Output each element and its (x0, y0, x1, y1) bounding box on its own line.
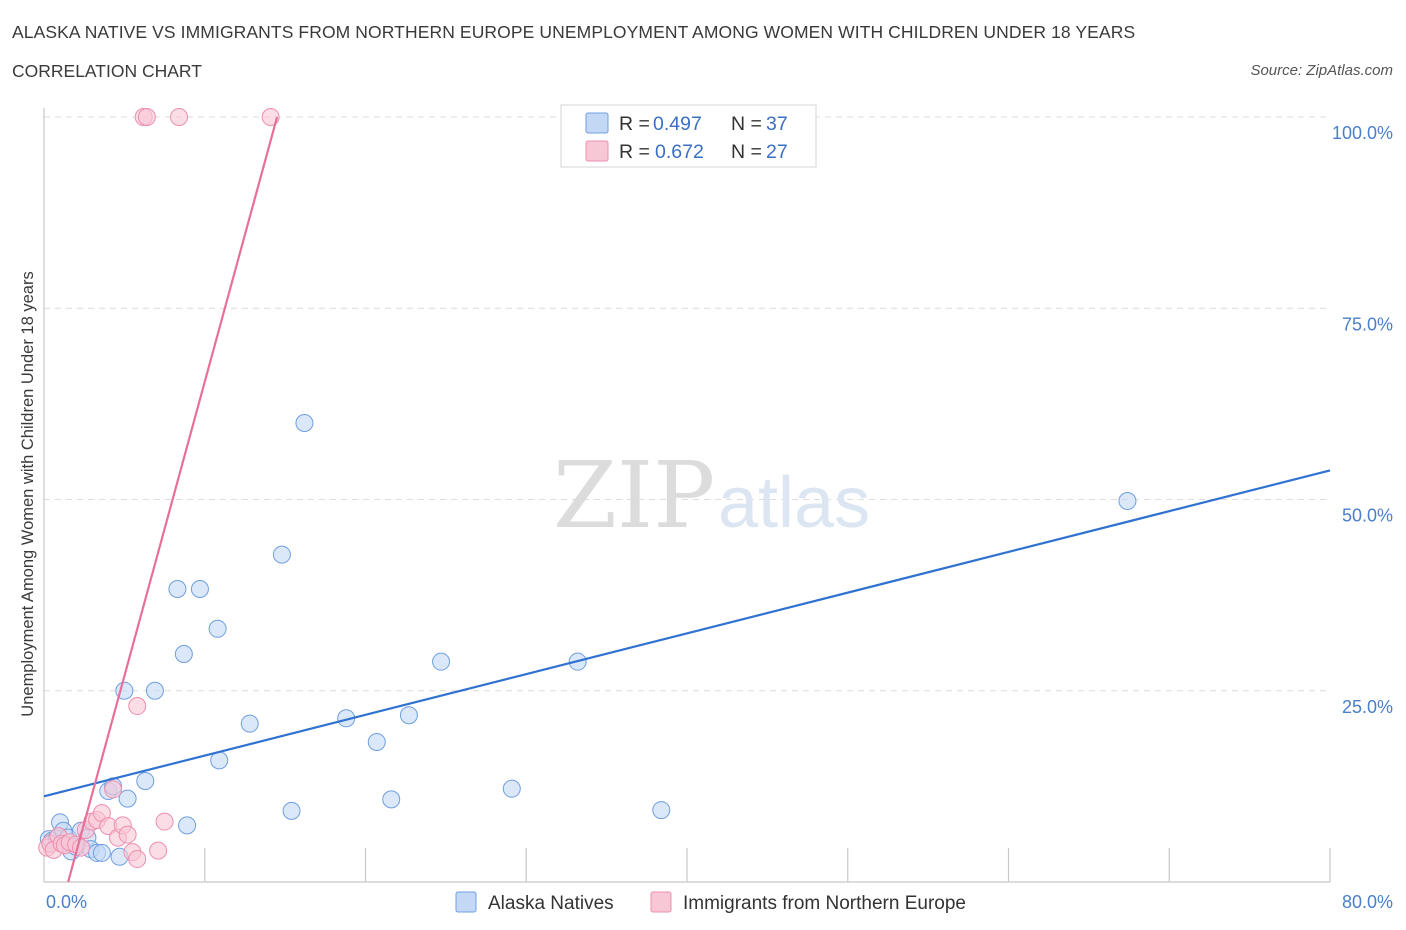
legend-r-label-1: R = (619, 113, 650, 135)
legend-r-label-2: R = (619, 141, 650, 163)
legend-swatch-alaska (585, 112, 609, 134)
y-axis-label: Unemployment Among Women with Children U… (19, 271, 37, 716)
alaska-point-32 (382, 790, 401, 809)
y-tick-label-50: 50.0% (1342, 506, 1393, 526)
immigrant-point-24 (155, 812, 174, 831)
alaska-point-27 (272, 545, 291, 564)
trend-lines (43, 116, 1331, 883)
watermark-zip: ZIP (553, 442, 715, 549)
immigrant-point-25 (170, 108, 189, 126)
source-credit: Source: ZipAtlas.com (1250, 62, 1393, 79)
alaska-point-38 (1118, 492, 1137, 511)
series-legend: Alaska Natives Immigrants from Northern … (455, 891, 966, 914)
alaska-point-29 (295, 414, 314, 432)
y-tick-label-100: 100.0% (1332, 123, 1393, 143)
alaska-point-31 (367, 733, 386, 752)
alaska-point-24 (208, 619, 227, 638)
bottom-legend-label-alaska: Alaska Natives (488, 893, 614, 914)
alaska-point-28 (282, 801, 301, 820)
legend-n-label-1: N = (731, 113, 762, 135)
x-tick-label-left: 0.0% (46, 892, 87, 912)
chart-subtitle: CORRELATION CHART (12, 61, 202, 81)
watermark-atlas: atlas (718, 463, 870, 543)
immigrant-point-14 (104, 780, 123, 799)
x-tick-label-right: 80.0% (1342, 892, 1393, 912)
bottom-legend-label-immigrants: Immigrants from Northern Europe (683, 893, 966, 914)
alaska-point-33 (399, 706, 418, 725)
y-tick-label-75: 75.0% (1342, 314, 1393, 334)
legend-swatch-immigrants (585, 140, 609, 162)
legend-r-value-2: 0.672 (655, 141, 704, 163)
alaska-point-37 (652, 801, 671, 820)
legend-n-value-2: 27 (766, 141, 788, 163)
alaska-point-23 (190, 580, 209, 599)
correlation-legend: R = 0.497 N = 37 R = 0.672 N = 27 (560, 104, 817, 168)
immigrant-point-17 (118, 825, 137, 844)
legend-n-value-1: 37 (766, 113, 788, 135)
bottom-legend-swatch-alaska (455, 891, 477, 913)
y-tick-labels: 25.0% 50.0% 75.0% 100.0% (1332, 123, 1393, 717)
legend-n-label-2: N = (731, 141, 762, 163)
x-tick-marks (204, 848, 1331, 882)
alaska-point-22 (178, 816, 197, 835)
immigrant-point-22 (137, 108, 156, 126)
alaska-point-20 (168, 580, 187, 599)
gridlines (44, 116, 1330, 692)
alaska-point-12 (92, 843, 111, 862)
bottom-legend-swatch-immigrants (650, 891, 672, 913)
chart-title: ALASKA NATIVE VS IMMIGRANTS FROM NORTHER… (12, 22, 1136, 42)
immigrant-point-23 (149, 841, 168, 860)
alaska-point-19 (145, 681, 164, 700)
immigrants-points (38, 108, 280, 869)
legend-r-value-1: 0.497 (653, 113, 702, 135)
immigrant-point-20 (128, 697, 147, 716)
alaska-trend-line (43, 469, 1331, 798)
alaska-point-34 (432, 652, 451, 671)
alaska-point-35 (502, 779, 521, 798)
y-tick-label-25: 25.0% (1342, 697, 1393, 717)
alaska-point-18 (136, 772, 155, 791)
alaska-point-26 (240, 714, 259, 733)
alaska-point-21 (174, 645, 193, 664)
immigrants-trend-line (67, 116, 279, 883)
alaska-point-17 (118, 789, 137, 808)
immigrant-point-19 (128, 850, 147, 869)
